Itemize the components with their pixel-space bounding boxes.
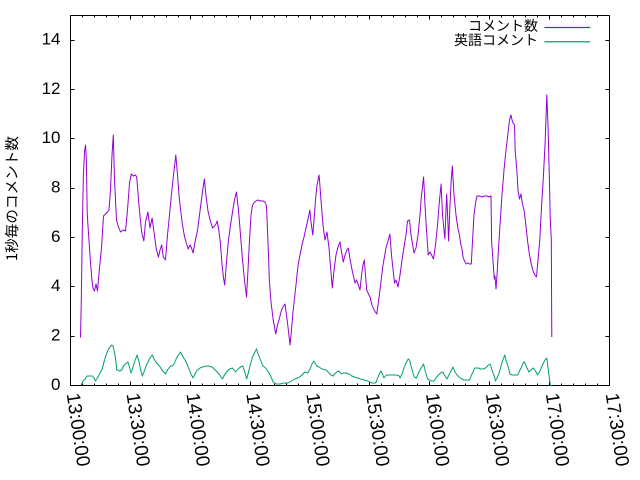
- svg-text:2: 2: [51, 326, 60, 345]
- svg-text:10: 10: [42, 128, 61, 147]
- svg-text:12: 12: [42, 79, 61, 98]
- svg-text:8: 8: [51, 178, 60, 197]
- svg-text:14: 14: [42, 30, 61, 49]
- svg-text:6: 6: [51, 227, 60, 246]
- svg-text:0: 0: [51, 375, 60, 394]
- svg-text:4: 4: [51, 276, 60, 295]
